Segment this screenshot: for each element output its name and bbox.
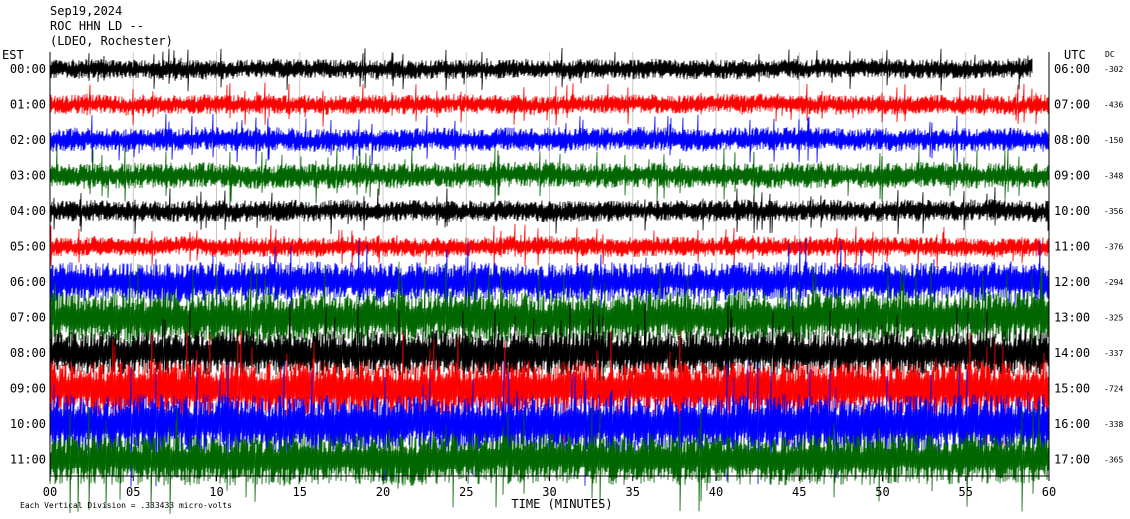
x-tick-label: 55 (959, 485, 973, 499)
x-tick-label: 40 (709, 485, 723, 499)
left-hour-label: 07:00 (10, 311, 46, 325)
trace-row-08:00 (49, 303, 1050, 402)
x-tick-label: 25 (459, 485, 473, 499)
right-hour-labels: 06:00 07:00 08:00 09:00 10:00 11:00 12:00 13:00… (1054, 62, 1090, 467)
right-hour-label: 16:00 (1054, 417, 1090, 431)
dc-value: -376 (1104, 243, 1123, 252)
seismic-traces (49, 47, 1050, 514)
dc-value: -338 (1104, 420, 1123, 429)
trace-row-04:00 (49, 187, 1050, 235)
trace-row-07:00 (49, 261, 1050, 373)
right-hour-label: 10:00 (1054, 204, 1090, 218)
left-hour-label: 05:00 (10, 240, 46, 254)
dc-value: -302 (1104, 65, 1123, 74)
header-station: ROC HHN LD -- (50, 19, 144, 33)
trace-row-10:00 (49, 359, 1050, 487)
left-hour-label: 08:00 (10, 346, 46, 360)
trace-row-06:00 (49, 238, 1050, 323)
left-hour-labels: 00:00 01:00 02:00 03:00 04:00 05:00 06:00 07:00… (10, 62, 46, 467)
x-tick-label: 60 (1042, 485, 1056, 499)
x-tick-label: 50 (875, 485, 889, 499)
right-hour-label: 15:00 (1054, 382, 1090, 396)
right-hour-label: 09:00 (1054, 169, 1090, 183)
right-hour-label: 08:00 (1054, 133, 1090, 147)
x-tick-label: 00 (43, 485, 57, 499)
trace-row-00:00 (49, 47, 1033, 92)
dc-value: -724 (1104, 385, 1123, 394)
x-tick-label: 20 (376, 485, 390, 499)
header-location: (LDEO, Rochester) (50, 34, 173, 48)
right-hour-label: 06:00 (1054, 62, 1090, 76)
dc-value: -356 (1104, 207, 1123, 216)
x-tick-label: 05 (126, 485, 140, 499)
x-tick-label: 30 (542, 485, 556, 499)
dc-value: -325 (1104, 314, 1123, 323)
dc-value: -294 (1104, 278, 1123, 287)
x-axis-title: TIME (MINUTES) (511, 497, 612, 511)
right-hour-label: 07:00 (1054, 98, 1090, 112)
trace-row-11:00 (49, 403, 1050, 514)
left-hour-label: 11:00 (10, 453, 46, 467)
dc-value: -365 (1104, 456, 1123, 465)
right-hour-label: 13:00 (1054, 311, 1090, 325)
right-hour-label: 17:00 (1054, 453, 1090, 467)
trace-row-05:00 (49, 223, 1050, 268)
left-hour-label: 01:00 (10, 98, 46, 112)
trace-row-02:00 (49, 113, 1050, 166)
right-hour-label: 12:00 (1054, 275, 1090, 289)
dc-value: -436 (1104, 101, 1123, 110)
left-hour-label: 10:00 (10, 417, 46, 431)
right-axis-label: UTC (1064, 48, 1086, 62)
right-hour-label: 14:00 (1054, 346, 1090, 360)
left-hour-label: 00:00 (10, 62, 46, 76)
x-tick-label: 35 (626, 485, 640, 499)
dc-value: -150 (1104, 136, 1123, 145)
left-hour-label: 02:00 (10, 133, 46, 147)
footer-note: Each Vertical Division = .333433 micro-v… (20, 501, 232, 510)
x-tick-label: 15 (293, 485, 307, 499)
trace-row-09:00 (49, 329, 1050, 448)
trace-row-01:00 (49, 82, 1050, 127)
dc-value-labels: -302 -436 -150 -348 -356 -376 -294 -325 -337 -724… (1104, 65, 1123, 465)
x-tick-label: 45 (792, 485, 806, 499)
left-hour-label: 09:00 (10, 382, 46, 396)
x-tick-labels: 00 05 10 15 20 25 30 35 40 45 50 55 60 (43, 476, 1056, 499)
dc-label: DC (1105, 50, 1115, 59)
trace-row-03:00 (49, 147, 1050, 204)
x-tick-label: 10 (209, 485, 223, 499)
left-axis-label: EST (2, 48, 24, 62)
header-date: Sep19,2024 (50, 4, 122, 18)
left-hour-label: 03:00 (10, 169, 46, 183)
dc-value: -348 (1104, 172, 1123, 181)
left-hour-label: 04:00 (10, 204, 46, 218)
dc-value: -337 (1104, 349, 1123, 358)
right-hour-label: 11:00 (1054, 240, 1090, 254)
left-hour-label: 06:00 (10, 275, 46, 289)
